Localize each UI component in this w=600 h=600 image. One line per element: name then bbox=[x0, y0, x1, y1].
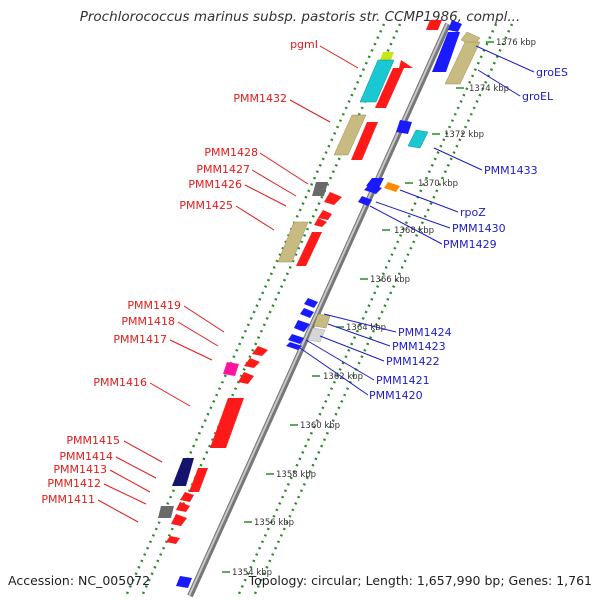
kbp-tick-marks bbox=[222, 41, 494, 573]
gene-PMM1415-navy bbox=[172, 458, 194, 486]
map-title: Prochlorococcus marinus subsp. pastoris … bbox=[79, 9, 521, 25]
kbp-label: 1372 kbp bbox=[444, 130, 484, 140]
accession-label: Accession: NC_005072 bbox=[8, 573, 151, 588]
left-labels: pgmI PMM1432 PMM1428 PMM1427 PMM1426 PMM… bbox=[41, 38, 318, 506]
gene-label-PMM1429: PMM1429 bbox=[443, 238, 497, 251]
gene-pgmI-red bbox=[375, 68, 404, 108]
gene-yellow-small bbox=[380, 52, 394, 60]
kbp-label: 1376 kbp bbox=[496, 38, 536, 48]
gene-label-rpoZ: rpoZ bbox=[460, 206, 486, 219]
kbp-label: 1374 kbp bbox=[469, 84, 509, 94]
gene-label-PMM1412: PMM1412 bbox=[47, 477, 101, 490]
gene-label-PMM1432: PMM1432 bbox=[233, 92, 287, 105]
gene-PMM1417-red bbox=[238, 372, 254, 384]
gene-label-PMM1413: PMM1413 bbox=[53, 463, 107, 476]
gene-small-red-low bbox=[166, 536, 180, 544]
gene-PMM1430-blue bbox=[358, 196, 372, 206]
gene-PMM1412-red bbox=[176, 502, 190, 512]
gene-PMM1427-red bbox=[324, 192, 342, 205]
kbp-label: 1360 kbp bbox=[300, 421, 340, 431]
gene-PMM1432-red bbox=[351, 122, 378, 160]
genome-backbone-highlight bbox=[188, 23, 448, 597]
gene-PMM1423-tan bbox=[313, 313, 331, 329]
gene-label-PMM1426: PMM1426 bbox=[188, 178, 242, 191]
gene-pgmI-top bbox=[426, 20, 442, 30]
gene-PMM1416-red bbox=[210, 398, 244, 448]
gene-pgmI-arrowhead bbox=[399, 60, 413, 68]
gene-PMM1411-red bbox=[171, 514, 187, 526]
gene-groEL-tan bbox=[444, 41, 481, 85]
kbp-label: 1366 kbp bbox=[370, 275, 410, 285]
gene-PMM1432-tan bbox=[333, 114, 367, 156]
gene-label-PMM1415: PMM1415 bbox=[66, 434, 120, 447]
gene-PMM1418-red bbox=[244, 358, 260, 368]
gene-label-PMM1416: PMM1416 bbox=[93, 376, 147, 389]
reverse-features bbox=[176, 20, 481, 588]
left-leader-lines bbox=[97, 45, 359, 523]
forward-features bbox=[158, 20, 442, 544]
kbp-labels: 1376 kbp 1374 kbp 1372 kbp 1370 kbp 1368… bbox=[232, 38, 536, 578]
gene-label-PMM1421: PMM1421 bbox=[376, 374, 430, 387]
kbp-label: 1354 kbp bbox=[232, 568, 272, 578]
gene-PMM1422-grey bbox=[307, 327, 326, 343]
gene-label-PMM1420: PMM1420 bbox=[369, 389, 423, 402]
gene-label-groEL: groEL bbox=[522, 90, 554, 103]
gene-label-PMM1417: PMM1417 bbox=[113, 333, 167, 346]
gene-label-groES: groES bbox=[536, 66, 568, 79]
rail-far-right bbox=[252, 23, 514, 597]
gene-PMM1424-blue-b bbox=[300, 308, 314, 318]
gene-PMM1433-cyan bbox=[407, 129, 429, 149]
gene-PMM1425-red bbox=[296, 232, 322, 266]
gene-label-PMM1423: PMM1423 bbox=[392, 340, 446, 353]
gene-PMM1411-grey bbox=[158, 506, 174, 518]
gene-PMM1423-blue bbox=[294, 320, 310, 332]
gene-label-PMM1425: PMM1425 bbox=[179, 199, 233, 212]
gene-blue-top bbox=[432, 32, 460, 72]
gene-label-PMM1419: PMM1419 bbox=[127, 299, 181, 312]
gene-PMM1420-blue bbox=[286, 342, 302, 350]
genome-summary: Topology: circular; Length: 1,657,990 bp… bbox=[248, 573, 592, 588]
gene-label-pgmI: pgmI bbox=[290, 38, 318, 51]
gene-PMM1419-red bbox=[252, 346, 268, 356]
gene-PMM1414-red bbox=[189, 468, 208, 492]
gene-PMM1424-blue bbox=[304, 298, 318, 308]
gene-label-PMM1422: PMM1422 bbox=[386, 355, 440, 368]
gene-PMM1426-red-b bbox=[314, 218, 327, 227]
gene-PMM1421-blue bbox=[288, 334, 304, 344]
gene-PMM1433-blue bbox=[396, 120, 412, 134]
gene-label-PMM1430: PMM1430 bbox=[452, 222, 506, 235]
gene-blue-top-cap bbox=[448, 20, 462, 32]
gene-pgmI-cyan bbox=[359, 59, 395, 103]
kbp-label: 1370 kbp bbox=[418, 179, 458, 189]
kbp-label: 1368 kbp bbox=[394, 226, 434, 236]
kbp-label: 1358 kbp bbox=[276, 470, 316, 480]
gene-label-PMM1424: PMM1424 bbox=[398, 326, 452, 339]
gene-PMM1428-grey bbox=[312, 182, 328, 196]
kbp-label: 1356 kbp bbox=[254, 518, 294, 528]
gene-PMM1425-tan bbox=[277, 221, 309, 263]
gene-rpoZ-blue-b bbox=[364, 184, 382, 194]
right-leader-lines bbox=[299, 45, 535, 396]
kbp-label: 1362 kbp bbox=[323, 372, 363, 382]
gene-PMM1426-red bbox=[318, 210, 332, 220]
right-labels: groES groEL PMM1433 rpoZ PMM1430 PMM1429… bbox=[369, 66, 568, 402]
gene-label-PMM1418: PMM1418 bbox=[121, 315, 175, 328]
gene-PMM1417-magenta bbox=[223, 362, 239, 376]
gene-label-PMM1428: PMM1428 bbox=[204, 146, 258, 159]
gene-label-PMM1433: PMM1433 bbox=[484, 164, 538, 177]
rail-mid-right bbox=[236, 23, 498, 597]
gene-label-PMM1427: PMM1427 bbox=[196, 163, 250, 176]
gene-label-PMM1411: PMM1411 bbox=[41, 493, 95, 506]
gene-rpoZ-orange bbox=[384, 182, 400, 192]
gene-label-PMM1414: PMM1414 bbox=[59, 450, 113, 463]
kbp-label: 1364 kbp bbox=[346, 323, 386, 333]
gene-PMM1413-red bbox=[180, 492, 194, 502]
gene-blue-bottom bbox=[176, 576, 192, 588]
